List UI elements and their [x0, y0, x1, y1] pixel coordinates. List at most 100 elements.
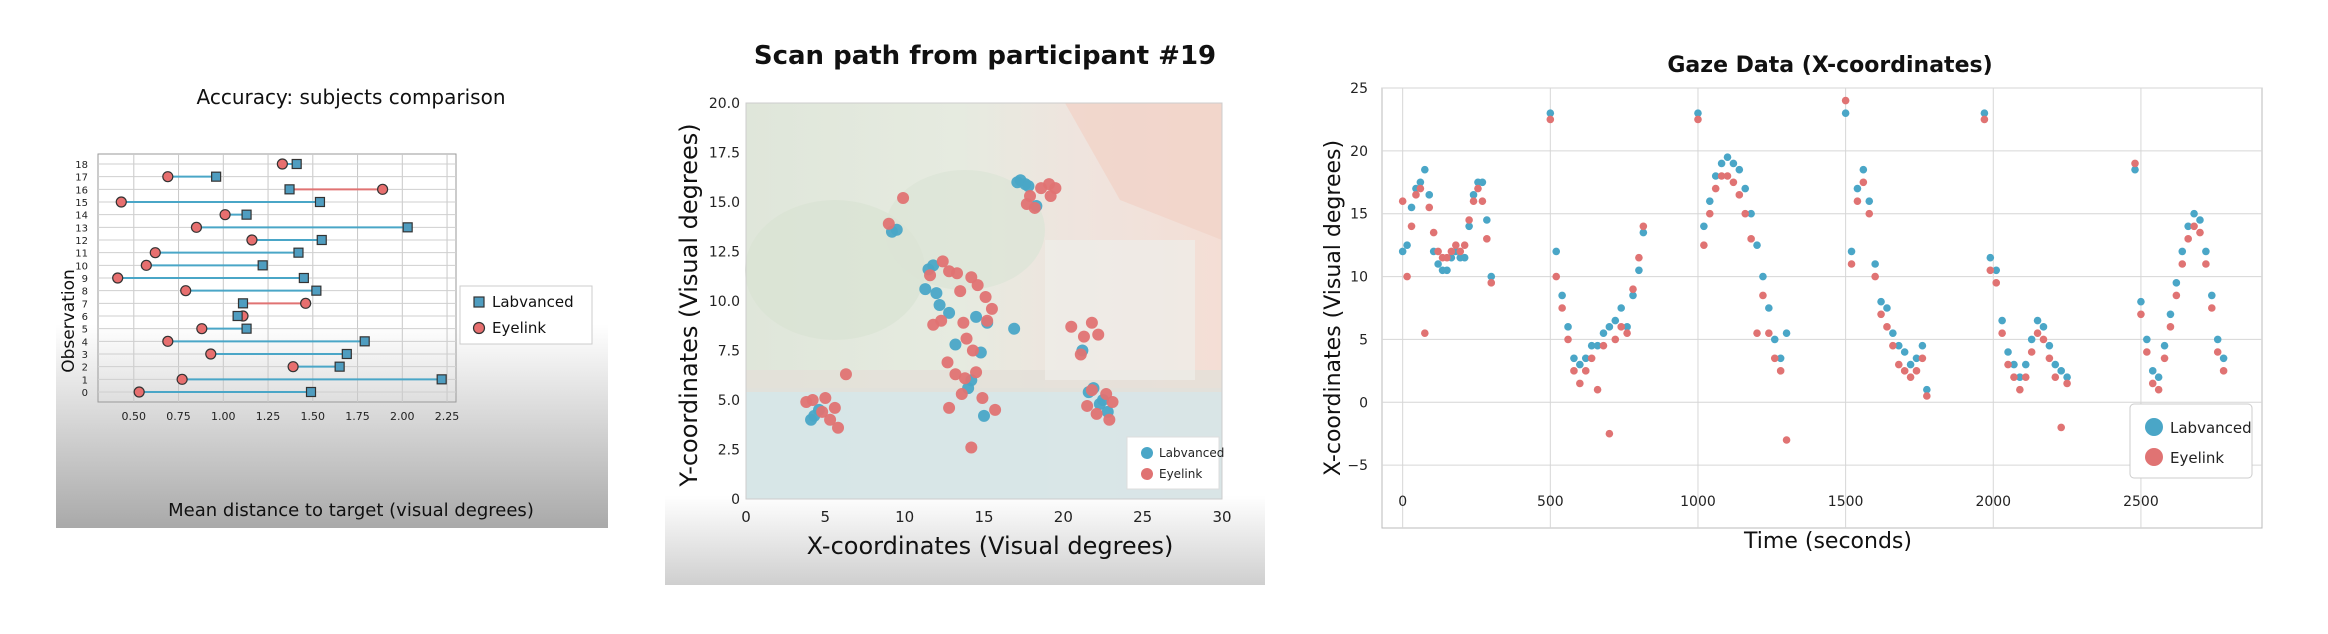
labvanced-point [314, 196, 326, 208]
labvanced-point [1700, 222, 1708, 231]
labvanced-point [1883, 304, 1891, 312]
photo-palm-left [745, 200, 925, 340]
y-tick-label: 20.0 [709, 96, 740, 112]
eyelink-point [196, 323, 208, 335]
eyelink-point [1546, 115, 1555, 124]
y-tick-label: 17 [75, 173, 88, 184]
labvanced-point [1623, 323, 1631, 331]
legend-dot-icon [1141, 447, 1153, 459]
labvanced-point [2172, 279, 2181, 287]
labvanced-point [291, 158, 302, 170]
eyelink-point [2063, 379, 2071, 388]
eyelink-point [1452, 241, 1460, 249]
eyelink-point [1090, 407, 1103, 420]
eyelink-point [2148, 379, 2157, 388]
gaze-data-ticks: 25 20 15 10 5 0 −5 0 500 1000 1500 2000 2500 [1347, 81, 2158, 510]
eyelink-point [1776, 367, 1785, 375]
eyelink-point [1469, 197, 1478, 205]
eyelink-point [2021, 373, 2030, 381]
eyelink-point [180, 285, 192, 297]
eyelink-point [951, 267, 964, 280]
eyelink-point [1447, 247, 1456, 256]
y-tick-label: 6 [82, 312, 88, 323]
eyelink-point [2202, 260, 2210, 268]
labvanced-point [2184, 222, 2192, 231]
eyelink-point [943, 401, 956, 414]
labvanced-point [1635, 266, 1643, 275]
labvanced-point [1564, 323, 1572, 331]
eyelink-point [1700, 241, 1708, 249]
labvanced-point [1469, 191, 1478, 199]
labvanced-point [1753, 241, 1761, 249]
y-tick-label: 10 [75, 261, 88, 272]
labvanced-point [1747, 209, 1755, 218]
eyelink-point [1465, 216, 1473, 224]
legend-square-icon [473, 296, 485, 308]
labvanced-point [211, 171, 222, 182]
labvanced-point [1593, 341, 1602, 350]
accuracy-y-axis-label: Observation [59, 269, 79, 373]
x-tick-label: 1.25 [256, 410, 280, 423]
labvanced-point [1581, 354, 1590, 363]
eyelink-point [176, 373, 188, 385]
eyelink-point [1735, 191, 1744, 199]
eyelink-point [927, 318, 940, 331]
eyelink-point [1883, 323, 1891, 331]
labvanced-point [1923, 385, 1931, 394]
eyelink-point [1635, 253, 1643, 262]
labvanced-point [1782, 329, 1791, 337]
accuracy-x-axis-label: Mean distance to target (visual degrees) [168, 500, 534, 521]
eyelink-point [205, 348, 217, 360]
eyelink-point [133, 386, 145, 398]
eyelink-point [2045, 354, 2054, 363]
y-tick-label: 16 [75, 185, 88, 196]
labvanced-point [1478, 178, 1487, 187]
x-tick-label: 5 [821, 508, 831, 526]
labvanced-point [1443, 266, 1451, 275]
eyelink-point [1617, 323, 1625, 331]
eyelink-point [1474, 184, 1482, 193]
eyelink-point [1487, 279, 1496, 287]
labvanced-point [1770, 335, 1779, 344]
y-tick-label: 10.0 [709, 294, 740, 310]
labvanced-point [1483, 216, 1491, 224]
labvanced-point [1859, 165, 1868, 174]
labvanced-point [1729, 159, 1738, 168]
scan-path-legend-labvanced: Labvanced [1159, 446, 1224, 460]
eyelink-point [162, 335, 174, 347]
labvanced-point [1639, 228, 1648, 237]
labvanced-point [1576, 360, 1584, 369]
eyelink-point [1694, 115, 1702, 124]
y-tick-label: 0 [1359, 395, 1368, 411]
eyelink-point [1986, 266, 1995, 275]
x-tick-label: 2000 [1975, 494, 2011, 510]
eyelink-point [140, 259, 152, 271]
eyelink-point [941, 356, 954, 369]
labvanced-point [1407, 203, 1416, 212]
eyelink-point [1639, 222, 1648, 231]
scan-path-x-axis-label: X-coordinates (Visual degrees) [807, 532, 1174, 560]
labvanced-point [402, 222, 413, 233]
y-tick-label: −5 [1347, 458, 1368, 474]
x-tick-label: 1500 [1828, 494, 1864, 510]
legend-dot-icon [2145, 448, 2163, 466]
labvanced-point [1011, 176, 1024, 189]
x-tick-label: 0 [1398, 494, 1407, 510]
y-tick-label: 3 [82, 350, 88, 361]
eyelink-point [839, 368, 852, 381]
labvanced-point [2160, 341, 2169, 350]
eyelink-point [1085, 316, 1098, 329]
labvanced-point [2148, 367, 2157, 375]
eyelink-point [1889, 341, 1897, 350]
y-tick-label: 9 [82, 274, 88, 285]
eyelink-point [1044, 190, 1057, 203]
eyelink-point [1576, 379, 1584, 388]
eyelink-point [1483, 235, 1491, 243]
eyelink-point [1605, 429, 1614, 438]
eyelink-point [1629, 285, 1637, 293]
labvanced-point [2004, 348, 2012, 356]
eyelink-point [1421, 329, 1429, 337]
labvanced-point [2196, 216, 2204, 224]
labvanced-point [1008, 322, 1021, 335]
accuracy-legend-labvanced: Labvanced [492, 293, 574, 311]
